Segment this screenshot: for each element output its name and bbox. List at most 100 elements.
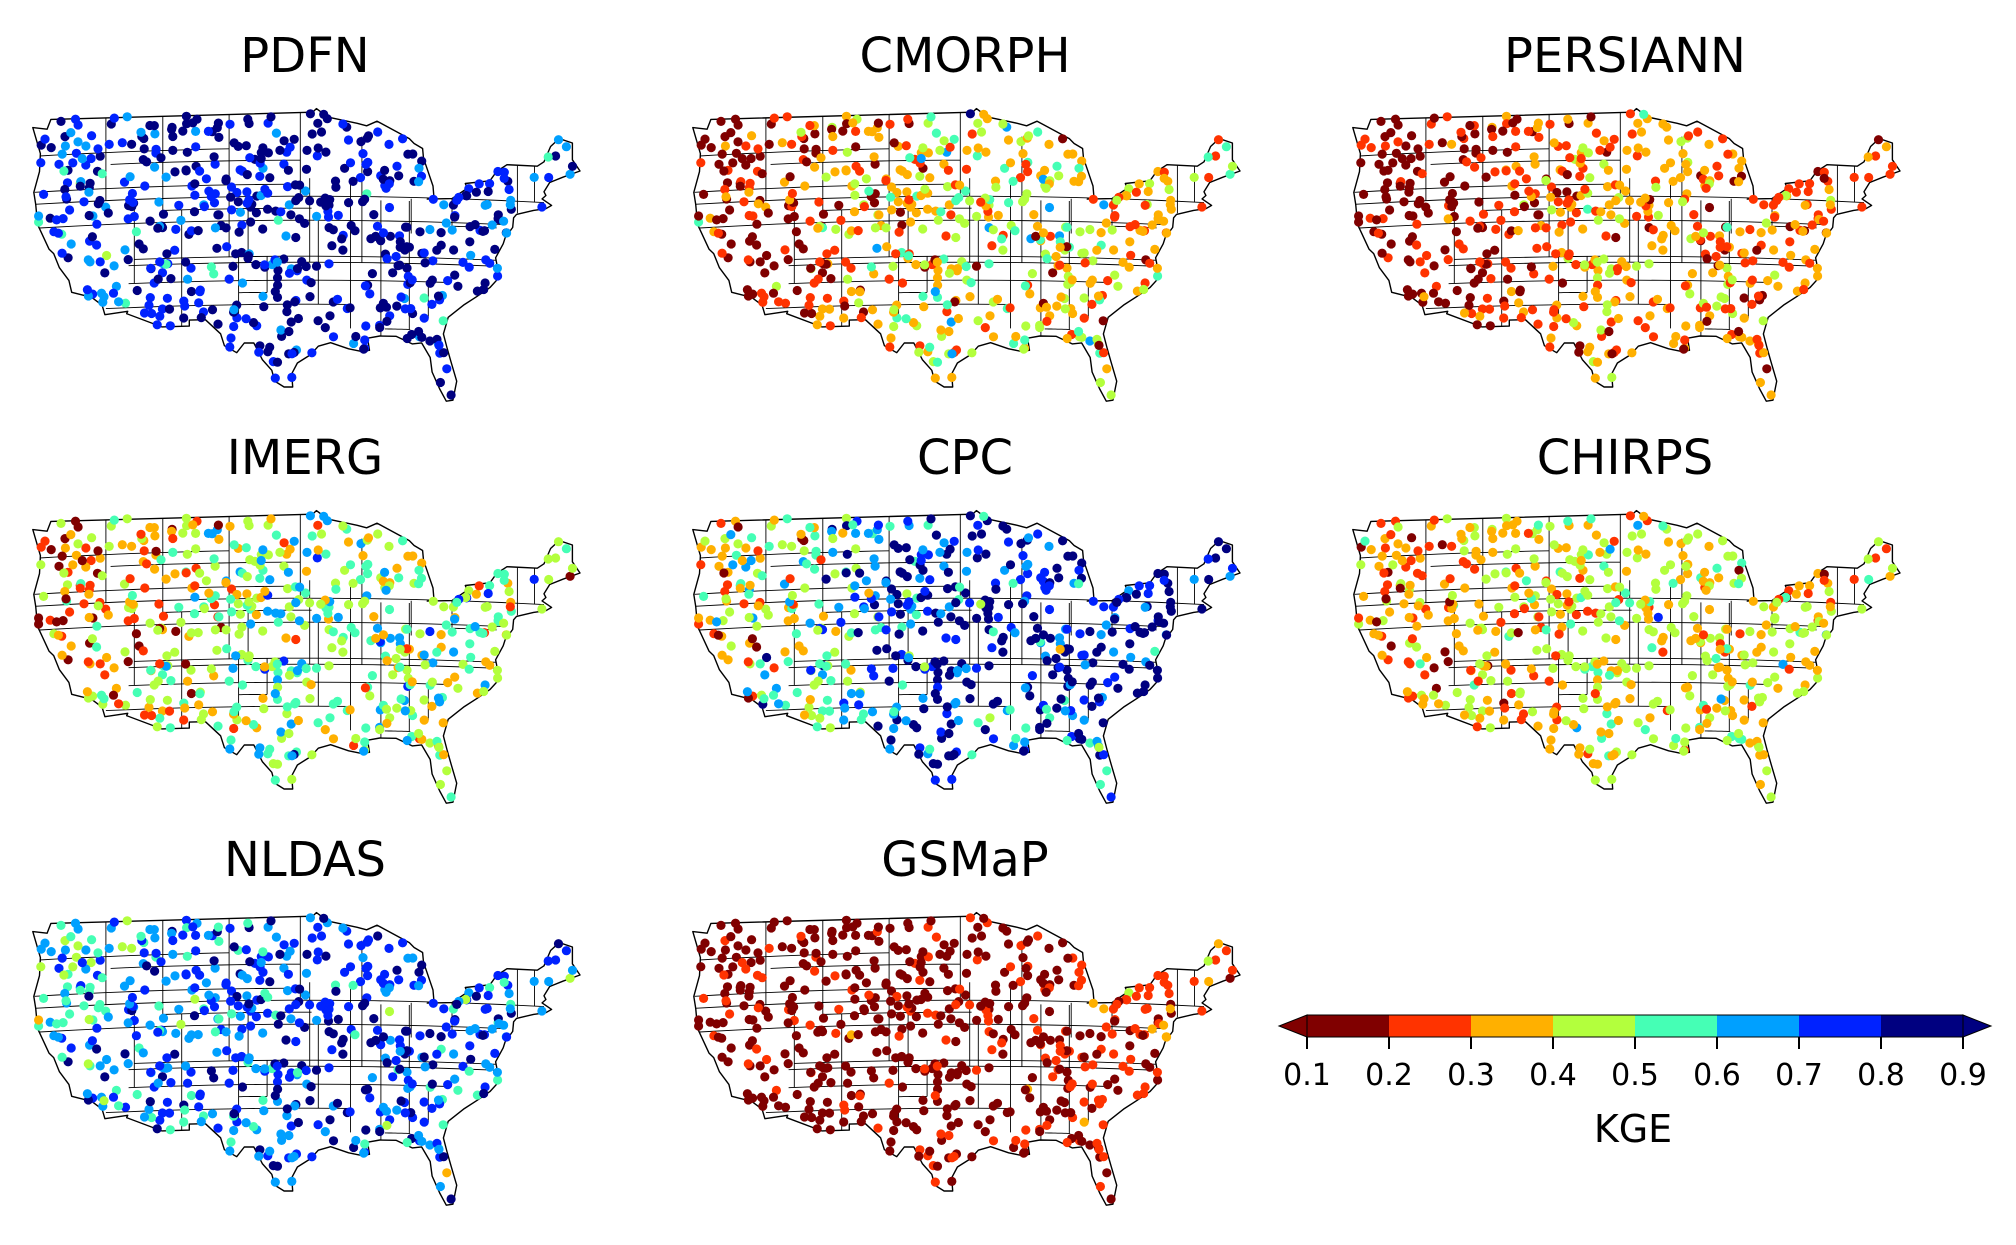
- station-point: [1693, 127, 1703, 137]
- station-point: [1139, 284, 1149, 295]
- station-point: [167, 928, 177, 938]
- station-point: [333, 1014, 343, 1024]
- station-point: [787, 590, 797, 601]
- station-point: [438, 1120, 448, 1130]
- station-point: [851, 946, 861, 956]
- station-point: [398, 536, 408, 546]
- station-point: [1563, 516, 1573, 526]
- station-point: [1503, 274, 1513, 284]
- station-point: [728, 158, 738, 168]
- station-point: [1052, 703, 1062, 713]
- station-point: [478, 1030, 488, 1040]
- station-point: [965, 913, 975, 923]
- station-point: [893, 1001, 903, 1011]
- station-point: [439, 1004, 449, 1014]
- station-point: [1571, 208, 1581, 218]
- station-point: [906, 217, 916, 227]
- station-point: [241, 945, 251, 955]
- station-point: [1452, 687, 1462, 698]
- station-point: [155, 1061, 165, 1071]
- station-point: [1799, 686, 1809, 697]
- station-point: [939, 538, 949, 548]
- station-point: [1591, 530, 1601, 540]
- station-point: [828, 533, 838, 544]
- station-point: [1748, 194, 1758, 204]
- station-point: [1810, 646, 1820, 656]
- colorbar-extend-over: [1962, 1014, 1993, 1038]
- station-point: [65, 1009, 75, 1019]
- station-point: [234, 1031, 244, 1041]
- station-point: [763, 610, 773, 620]
- station-point: [741, 543, 751, 553]
- station-point: [1633, 718, 1643, 728]
- station-point: [747, 232, 757, 242]
- station-point: [449, 1049, 459, 1059]
- station-point: [967, 750, 977, 760]
- station-point: [933, 667, 943, 677]
- station-point: [1800, 602, 1810, 612]
- station-point: [189, 207, 200, 217]
- station-point: [452, 999, 462, 1009]
- station-point: [1088, 998, 1098, 1008]
- station-point: [920, 586, 930, 596]
- station-point: [1138, 1030, 1148, 1040]
- station-point: [1807, 622, 1817, 632]
- station-point: [943, 567, 953, 577]
- station-point: [136, 529, 146, 539]
- station-point: [375, 1126, 385, 1137]
- station-point: [1159, 575, 1169, 585]
- station-point: [1477, 706, 1487, 716]
- station-point: [363, 935, 374, 945]
- station-point: [944, 602, 954, 612]
- station-point: [1574, 749, 1584, 759]
- station-point: [814, 197, 824, 207]
- station-point: [840, 301, 850, 311]
- station-point: [1054, 573, 1064, 583]
- station-point: [283, 567, 293, 577]
- station-point: [1085, 1028, 1095, 1039]
- station-point: [805, 293, 815, 303]
- station-point: [1596, 325, 1606, 335]
- station-point: [1058, 134, 1068, 144]
- station-point: [902, 974, 912, 984]
- station-point: [537, 202, 547, 212]
- station-point: [1486, 676, 1496, 686]
- station-point: [419, 1117, 429, 1127]
- station-point: [1627, 348, 1637, 358]
- station-point: [258, 947, 268, 957]
- station-point: [1593, 215, 1603, 225]
- station-point: [109, 663, 119, 673]
- station-point: [1462, 157, 1472, 167]
- station-point: [830, 569, 840, 579]
- station-point: [1197, 604, 1207, 614]
- station-point: [1140, 200, 1150, 210]
- station-point: [1380, 184, 1390, 195]
- station-point: [954, 616, 964, 626]
- station-point: [114, 1101, 124, 1111]
- station-point: [965, 511, 975, 521]
- station-point: [443, 1080, 453, 1090]
- station-point: [427, 275, 437, 285]
- station-point: [1009, 740, 1019, 751]
- station-points: [694, 109, 1238, 400]
- station-point: [1032, 623, 1043, 633]
- station-point: [897, 622, 907, 632]
- station-point: [834, 200, 844, 210]
- station-point: [1470, 129, 1480, 139]
- station-point: [946, 719, 956, 729]
- station-point: [706, 143, 716, 153]
- station-point: [886, 735, 896, 745]
- station-point: [1470, 162, 1480, 172]
- station-point: [92, 240, 102, 250]
- station-point: [97, 973, 107, 983]
- station-point: [144, 1104, 154, 1114]
- station-point: [1592, 675, 1603, 685]
- station-point: [1131, 991, 1141, 1001]
- station-point: [433, 693, 444, 703]
- station-point: [1645, 311, 1655, 321]
- station-point: [918, 626, 928, 636]
- station-point: [976, 197, 986, 207]
- station-point: [1008, 176, 1018, 186]
- station-point: [59, 166, 69, 176]
- station-point: [1716, 694, 1726, 704]
